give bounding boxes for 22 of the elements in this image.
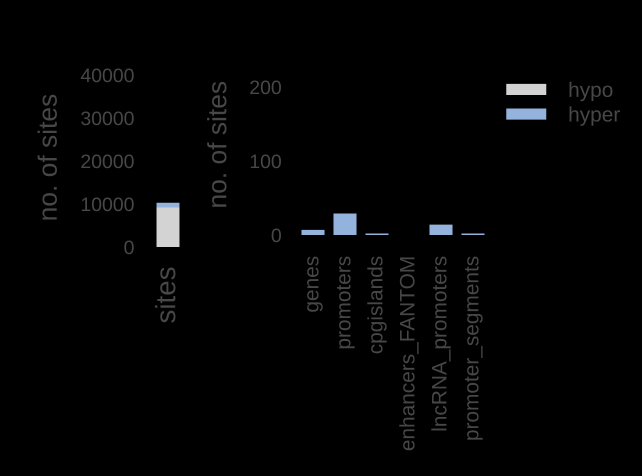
- x-tick-label: cpgislands: [367, 256, 387, 354]
- bar: [301, 230, 325, 235]
- y-tick-label: 40000: [80, 68, 134, 82]
- y-axis-title: no. of sites: [38, 94, 57, 220]
- x-tick-label: lncRNA_promoters: [431, 256, 451, 430]
- y-tick-label: 0: [272, 228, 281, 242]
- y-axis-title: no. of sites: [207, 82, 227, 207]
- bar: [429, 224, 453, 235]
- y-tick-label: 30000: [81, 111, 134, 126]
- x-tick-label: promoter_segments: [464, 256, 483, 440]
- legend-label: hypo: [570, 82, 612, 102]
- y-tick-label: 20000: [81, 154, 134, 168]
- bar: [333, 214, 357, 235]
- y-tick-label: 10000: [82, 197, 134, 212]
- x-tick-label: promoters: [336, 256, 355, 348]
- x-tick-label: genes: [307, 256, 323, 312]
- y-tick-label: 0: [124, 240, 134, 254]
- legend-label: hyper: [570, 106, 620, 126]
- x-tick-label: enhancers_FANTOM: [399, 258, 419, 450]
- y-tick-label: 100: [250, 154, 281, 168]
- x-tick-label: sites: [155, 267, 176, 323]
- y-tick-label: 200: [250, 80, 281, 94]
